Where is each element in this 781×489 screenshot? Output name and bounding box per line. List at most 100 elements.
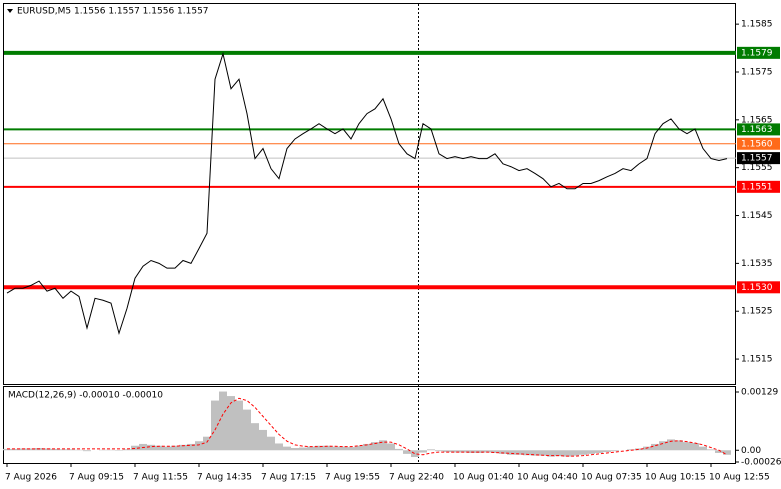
macd-bar	[203, 436, 211, 451]
y-tick-label: 0.00	[741, 446, 761, 456]
macd-bar	[147, 444, 155, 451]
x-tick-label: 10 Aug 12:55	[709, 473, 770, 483]
macd-bar	[483, 450, 491, 453]
macd-bar	[179, 444, 187, 451]
macd-bar	[363, 443, 371, 451]
macd-bar	[491, 450, 499, 453]
macd-bar	[331, 446, 339, 451]
macd-bar	[307, 446, 315, 451]
macd-bar	[419, 450, 427, 453]
macd-bar	[659, 441, 667, 451]
macd-bar	[171, 445, 179, 451]
y-tick-label: 1.1565	[741, 115, 773, 125]
macd-bar	[51, 448, 59, 451]
macd-bar	[571, 450, 579, 456]
macd-bar	[339, 446, 347, 451]
macd-bar	[603, 450, 611, 453]
macd-bar	[187, 443, 195, 451]
macd-bar	[515, 450, 523, 455]
macd-bar	[531, 450, 539, 456]
macd-title: MACD(12,26,9) -0.00010 -0.00010	[8, 391, 163, 401]
x-tick-label: 7 Aug 2026	[5, 473, 57, 483]
level-label: 1.1563	[741, 125, 773, 135]
x-tick-label: 10 Aug 04:40	[517, 473, 578, 483]
macd-bar	[595, 450, 603, 453]
level-tag	[737, 46, 780, 59]
macd-bar	[411, 450, 419, 458]
macd-bar	[11, 448, 19, 451]
macd-bar	[155, 445, 163, 451]
macd-bar	[675, 440, 683, 451]
price-line	[6, 51, 728, 336]
macd-bar	[235, 400, 243, 451]
macd-bar	[691, 443, 699, 451]
macd-bar	[395, 448, 403, 451]
macd-bar	[467, 450, 475, 453]
macd-bar	[635, 448, 643, 451]
x-tick-label: 10 Aug 01:40	[453, 473, 514, 483]
level-tag	[737, 137, 780, 150]
level-label: 1.1551	[741, 182, 773, 192]
level-tag	[737, 123, 780, 136]
x-tick-label: 7 Aug 11:55	[133, 473, 188, 483]
y-tick-label: 1.1535	[741, 259, 773, 269]
macd-bar	[555, 450, 563, 457]
y-tick-label: 1.1545	[741, 211, 773, 221]
x-tick-label: 7 Aug 14:35	[197, 473, 252, 483]
level-tag	[737, 281, 780, 294]
macd-bar	[563, 450, 571, 457]
macd-bar	[291, 448, 299, 451]
macd-bar	[227, 396, 235, 451]
macd-bar	[3, 448, 11, 451]
macd-bar	[299, 447, 307, 451]
level-label: 1.1579	[741, 48, 773, 58]
level-tag	[737, 180, 780, 193]
menu-arrow	[7, 9, 13, 13]
macd-bar	[611, 450, 619, 452]
macd-bar	[27, 448, 35, 451]
macd-bar	[579, 450, 587, 455]
macd-bar	[451, 450, 459, 453]
macd-bar	[403, 450, 411, 454]
x-tick-label: 7 Aug 19:55	[325, 473, 380, 483]
macd-frame	[3, 386, 736, 464]
last-price-tag	[737, 152, 780, 165]
x-tick-label: 7 Aug 22:40	[389, 473, 444, 483]
macd-bar	[259, 429, 267, 451]
level-label: 1.1530	[741, 283, 773, 293]
macd-bar	[723, 450, 731, 455]
last-price-label: 1.1557	[741, 154, 773, 164]
macd-bar	[499, 450, 507, 454]
macd-bar	[715, 450, 723, 453]
macd-bar	[211, 400, 219, 451]
macd-bar	[123, 449, 131, 451]
y-tick-label: -0.00026	[741, 458, 781, 468]
x-tick-label: 10 Aug 10:15	[645, 473, 706, 483]
macd-bar	[523, 450, 531, 456]
macd-bar	[699, 446, 707, 451]
y-tick-label: 1.1585	[741, 20, 773, 30]
macd-bar	[539, 450, 547, 456]
chart-title: EURUSD,M5 1.1556 1.1557 1.1556 1.1557	[17, 7, 209, 17]
macd-bar	[347, 447, 355, 451]
price-frame	[3, 3, 736, 385]
y-tick-label: 1.1525	[741, 307, 773, 317]
macd-bar	[355, 445, 363, 451]
y-tick-label: 1.1575	[741, 67, 773, 77]
macd-bar	[387, 443, 395, 451]
macd-bar	[587, 450, 595, 454]
macd-bar	[243, 409, 251, 451]
y-tick-label: 1.1515	[741, 355, 773, 365]
macd-bar	[707, 449, 715, 451]
macd-bar	[323, 445, 331, 451]
macd-bar	[283, 446, 291, 451]
macd-bar	[683, 442, 691, 451]
macd-bar	[131, 445, 139, 451]
macd-bar	[443, 450, 451, 453]
macd-bar	[547, 450, 555, 457]
signal-line	[7, 397, 728, 457]
macd-bar	[83, 450, 91, 452]
